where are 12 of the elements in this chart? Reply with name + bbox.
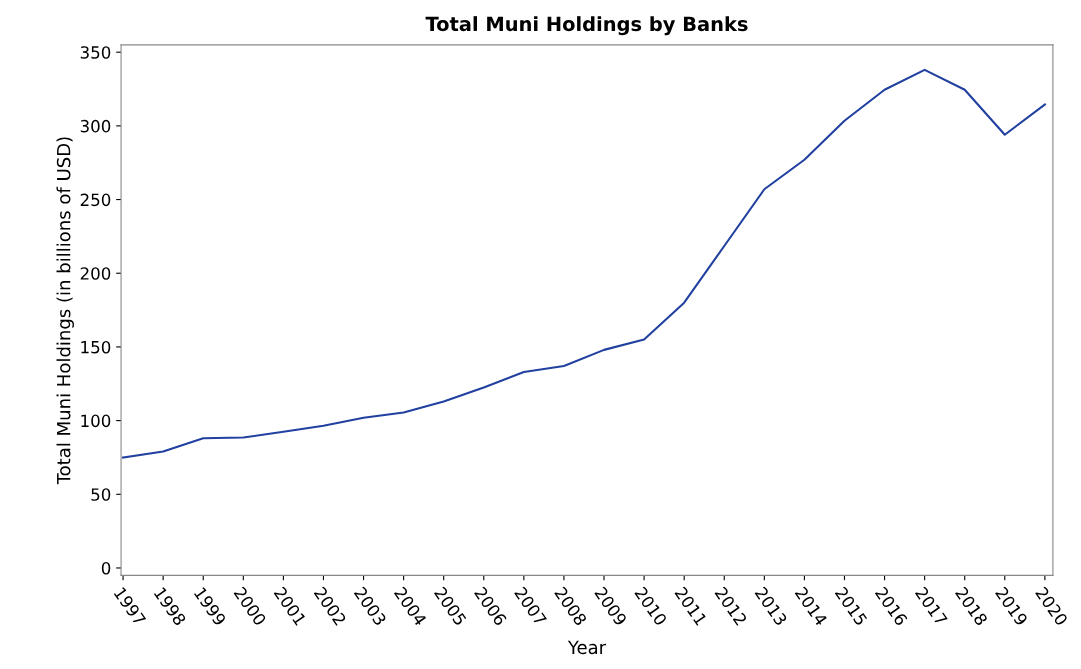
y-tick-label: 250 — [80, 193, 111, 207]
y-tick-label: 50 — [91, 488, 111, 501]
x-axis-title: Year — [567, 640, 607, 655]
y-tick-label: 300 — [80, 119, 111, 133]
chart-title: Total Muni Holdings by Banks — [425, 16, 748, 36]
y-tick-label: 150 — [81, 340, 111, 354]
y-tick-label: 200 — [80, 267, 111, 280]
y-tick-label: 0 — [101, 561, 111, 575]
y-axis-title: Total Muni Holdings (in billions of USD) — [56, 137, 74, 485]
y-tick-label: 350 — [80, 46, 111, 59]
y-tick-label: 100 — [81, 414, 111, 428]
line-series — [122, 68, 1046, 459]
